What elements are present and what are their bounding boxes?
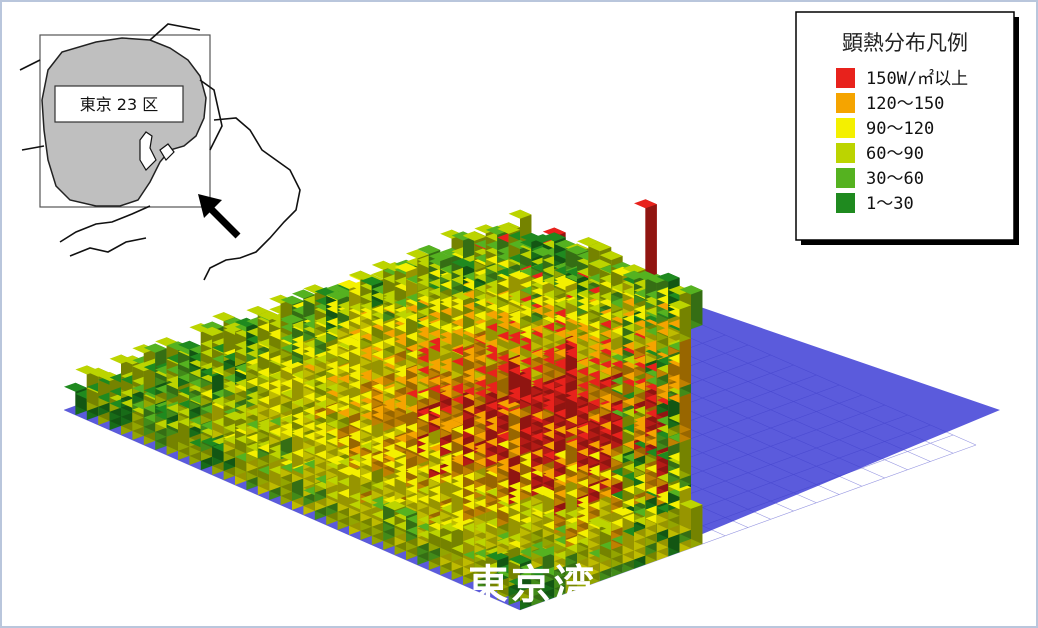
heat-bar (679, 499, 703, 549)
legend-swatch (836, 93, 855, 113)
heat-bars (64, 199, 703, 610)
legend-swatch (836, 193, 855, 213)
heat-map-3d (63, 199, 1000, 611)
legend-swatch (836, 168, 855, 188)
location-arrow-icon (198, 194, 222, 218)
legend-box (795, 11, 1015, 241)
legend-label: 30～60 (866, 169, 924, 189)
coastline (19, 23, 301, 281)
legend-items: 150W/㎡以上 120～150 90～120 60～90 30～60 1～30 (836, 68, 968, 214)
legend-swatch (836, 68, 855, 88)
inset-map: 東京 23 区 (19, 23, 301, 281)
grid-line (519, 444, 977, 611)
legend: 顕熱分布凡例 150W/㎡以上 120～150 90～120 60～90 30～6… (795, 11, 1019, 245)
bay-label: 東京湾 (468, 562, 597, 608)
legend-label: 150W/㎡以上 (866, 69, 968, 89)
heat-bar (668, 300, 691, 343)
inset-label-box (54, 85, 184, 123)
heat-bar (679, 285, 703, 330)
legend-title: 顕熱分布凡例 (842, 31, 968, 55)
legend-label: 1～30 (866, 194, 914, 214)
bay-islands (139, 131, 175, 171)
legend-label: 120～150 (866, 94, 944, 114)
inset-region-label: 東京 23 区 (80, 95, 159, 114)
legend-label: 60～90 (866, 144, 924, 164)
legend-label: 90～120 (866, 119, 934, 139)
legend-swatch (836, 143, 855, 163)
legend-swatch (836, 118, 855, 138)
